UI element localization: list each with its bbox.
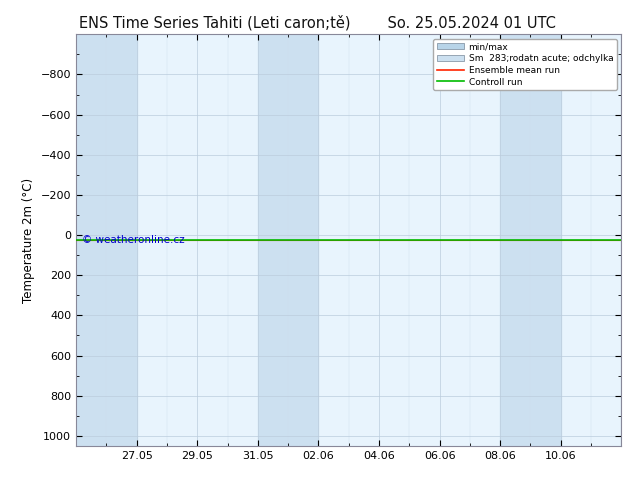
Bar [258, 34, 318, 446]
Bar [76, 34, 137, 446]
Y-axis label: Temperature 2m (°C): Temperature 2m (°C) [22, 177, 35, 303]
Text: © weatheronline.cz: © weatheronline.cz [82, 235, 184, 245]
Legend: min/max, Sm  283;rodatn acute; odchylka, Ensemble mean run, Controll run: min/max, Sm 283;rodatn acute; odchylka, … [434, 39, 617, 90]
Text: ENS Time Series Tahiti (Leti caron;tě)        So. 25.05.2024 01 UTC: ENS Time Series Tahiti (Leti caron;tě) S… [79, 15, 555, 30]
Bar [500, 34, 560, 446]
